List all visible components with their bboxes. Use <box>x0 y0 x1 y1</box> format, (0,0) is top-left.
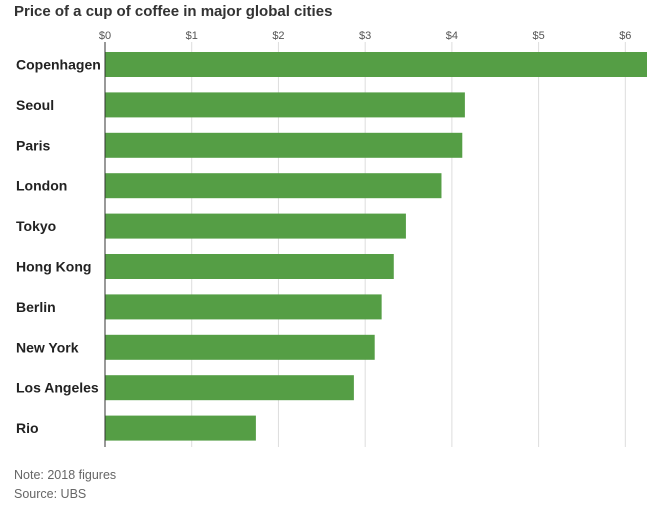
bar <box>105 375 354 401</box>
bars <box>105 52 647 441</box>
bar <box>105 92 465 118</box>
bar <box>105 132 463 158</box>
bar <box>105 334 375 360</box>
category-label: Berlin <box>16 299 56 315</box>
category-label: Paris <box>16 137 50 153</box>
category-label: Hong Kong <box>16 259 91 275</box>
x-tick-label: $4 <box>446 30 458 42</box>
x-tick-label: $5 <box>532 30 544 42</box>
category-label: Rio <box>16 420 39 436</box>
category-label: Tokyo <box>16 218 56 234</box>
category-label: New York <box>16 339 79 355</box>
bar <box>105 294 382 320</box>
x-tick-label: $2 <box>272 30 284 42</box>
bar <box>105 415 256 441</box>
bar <box>105 173 442 199</box>
category-label: Los Angeles <box>16 380 99 396</box>
category-label: Copenhagen <box>16 57 101 73</box>
chart-title: Price of a cup of coffee in major global… <box>14 3 333 20</box>
x-axis-ticks: $0 $1 $2 $3 $4 $5 $6 <box>99 30 632 42</box>
x-tick-label: $6 <box>619 30 631 42</box>
x-tick-label: $0 <box>99 30 111 42</box>
category-label: London <box>16 178 67 194</box>
category-label: Seoul <box>16 97 54 113</box>
footnote: Note: 2018 figures <box>14 468 117 482</box>
bar <box>105 213 406 239</box>
source-note: Source: UBS <box>14 487 87 501</box>
x-tick-label: $3 <box>359 30 371 42</box>
category-labels: Copenhagen Seoul Paris London Tokyo Hong Kong… <box>16 57 101 437</box>
bar <box>105 254 394 279</box>
x-tick-label: $1 <box>186 30 198 42</box>
bar <box>105 52 647 77</box>
